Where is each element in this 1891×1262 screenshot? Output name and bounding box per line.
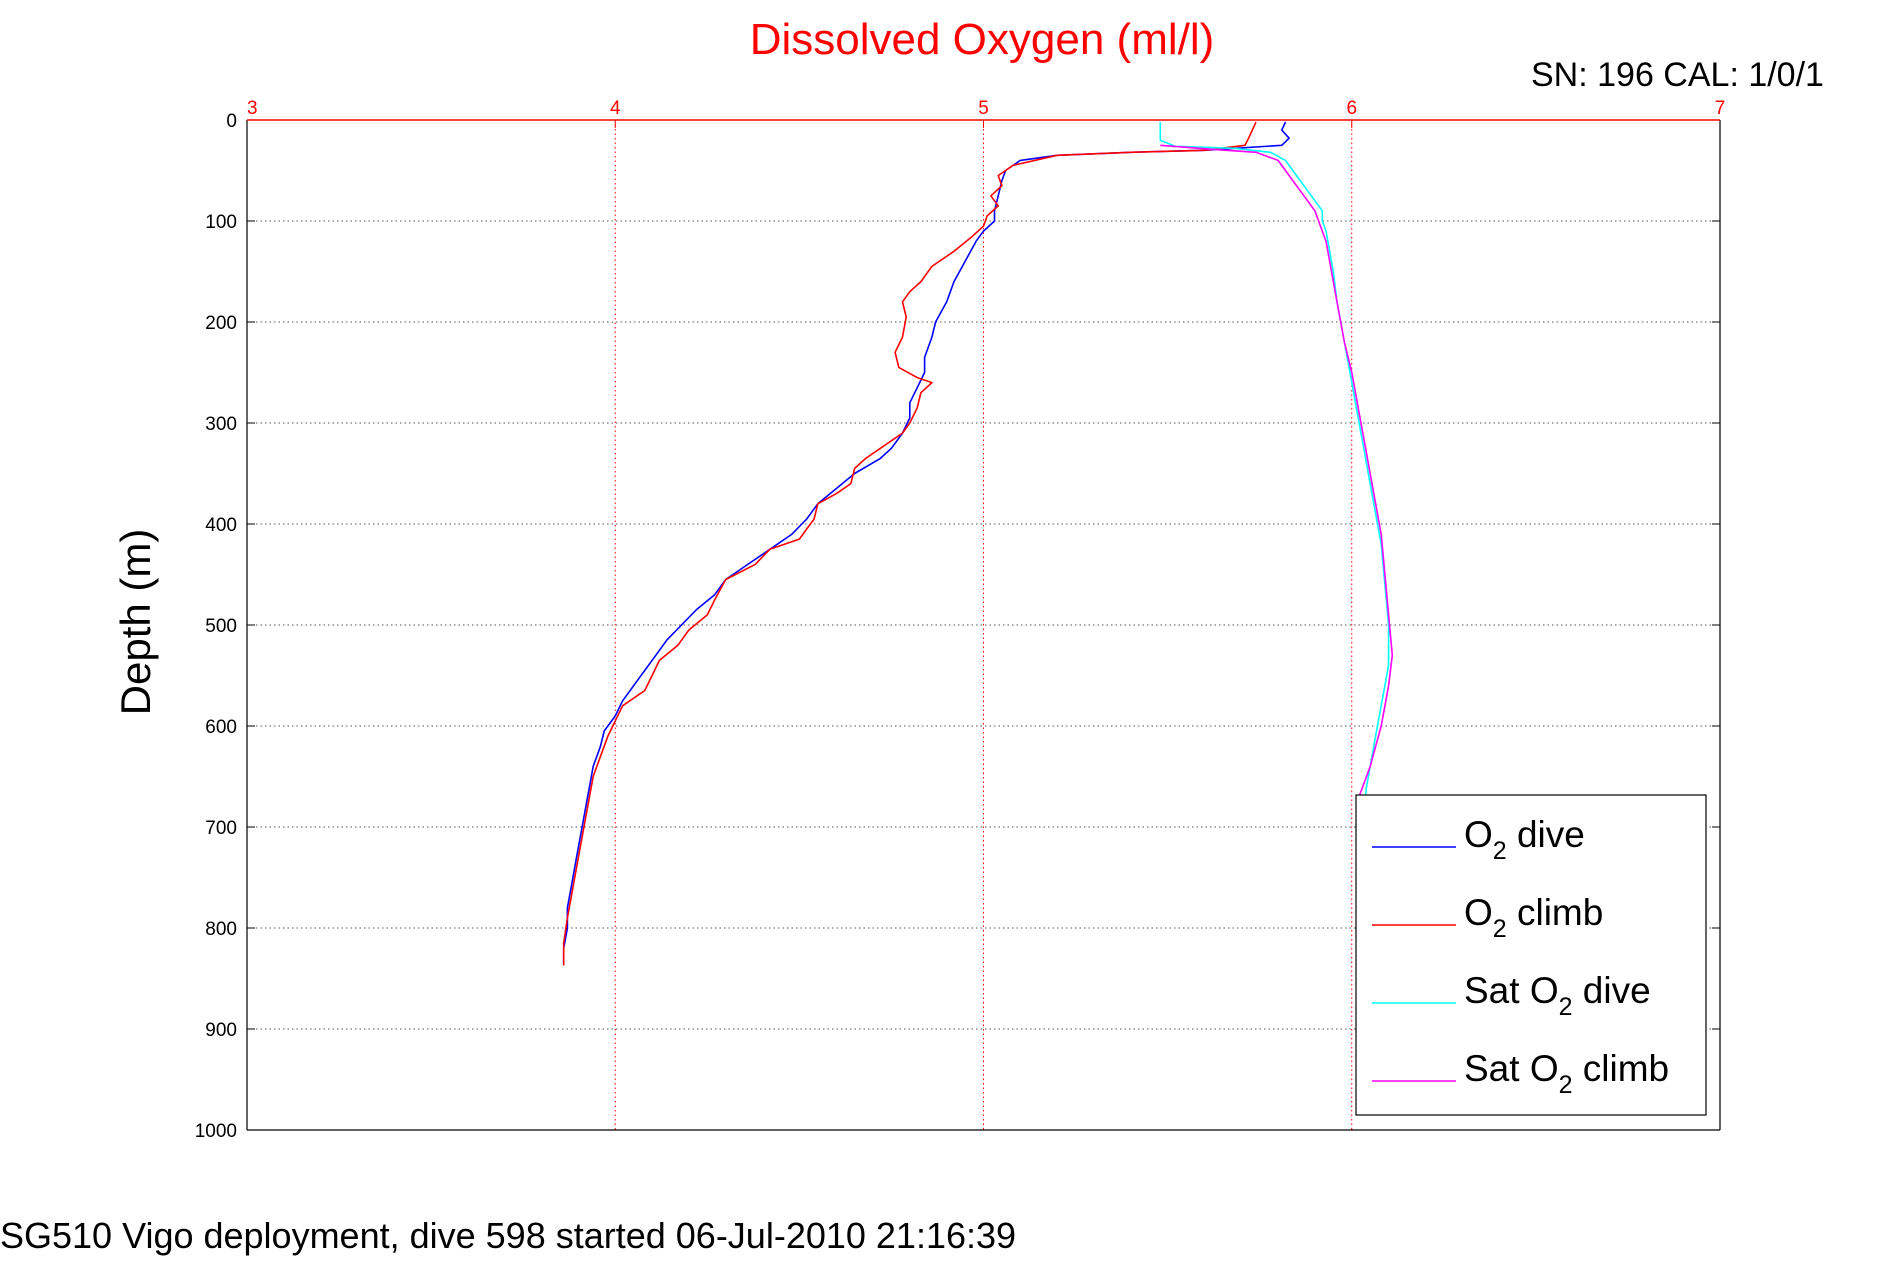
legend: O2 dive O2 climb Sat O2 dive Sat O2 climb: [1355, 794, 1707, 1116]
y-tick-label: 0: [226, 111, 237, 132]
series-line-o2-climb: [562, 121, 1257, 966]
y-tick-label: 1000: [195, 1121, 237, 1142]
x-tick-label: 5: [978, 98, 989, 119]
y-axis-label: Depth (m): [112, 529, 159, 716]
serial-calibration-label: SN: 196 CAL: 1/0/1: [1531, 56, 1824, 94]
x-tick-label: 6: [1346, 98, 1357, 119]
x-tick-label: 7: [1715, 98, 1726, 119]
legend-entry: O2 climb: [1464, 892, 1603, 943]
y-tick-label: 800: [205, 919, 237, 940]
plot-axes: 0 100 200 300 400 500 600 700 800 900 1000 3 4 5 6 7: [195, 98, 1726, 1142]
legend-entry: Sat O2 dive: [1464, 970, 1651, 1021]
legend-entry: O2 dive: [1464, 814, 1585, 865]
x-tick-label: 3: [247, 98, 258, 119]
series-line-sat-o2-dive: [1159, 122, 1390, 848]
y-tick-label: 900: [205, 1020, 237, 1041]
data-series: [562, 121, 1394, 966]
y-tick-label: 400: [205, 515, 237, 536]
y-tick-label: 300: [205, 414, 237, 435]
y-tick-label: 700: [205, 818, 237, 839]
legend-entry: Sat O2 climb: [1464, 1048, 1669, 1099]
y-tick-label: 200: [205, 313, 237, 334]
y-tick-label: 100: [205, 212, 237, 233]
dive-caption: SG510 Vigo deployment, dive 598 started …: [0, 1215, 1016, 1256]
y-tick-label: 500: [205, 616, 237, 637]
chart-title: Dissolved Oxygen (ml/l): [750, 15, 1215, 64]
series-line-sat-o2-climb: [1160, 144, 1394, 848]
grid-lines: [247, 120, 1720, 1130]
legend-box: [1355, 794, 1707, 1116]
y-tick-label: 600: [205, 717, 237, 738]
x-tick-label: 4: [610, 98, 621, 119]
series-line-o2-dive: [562, 121, 1290, 966]
